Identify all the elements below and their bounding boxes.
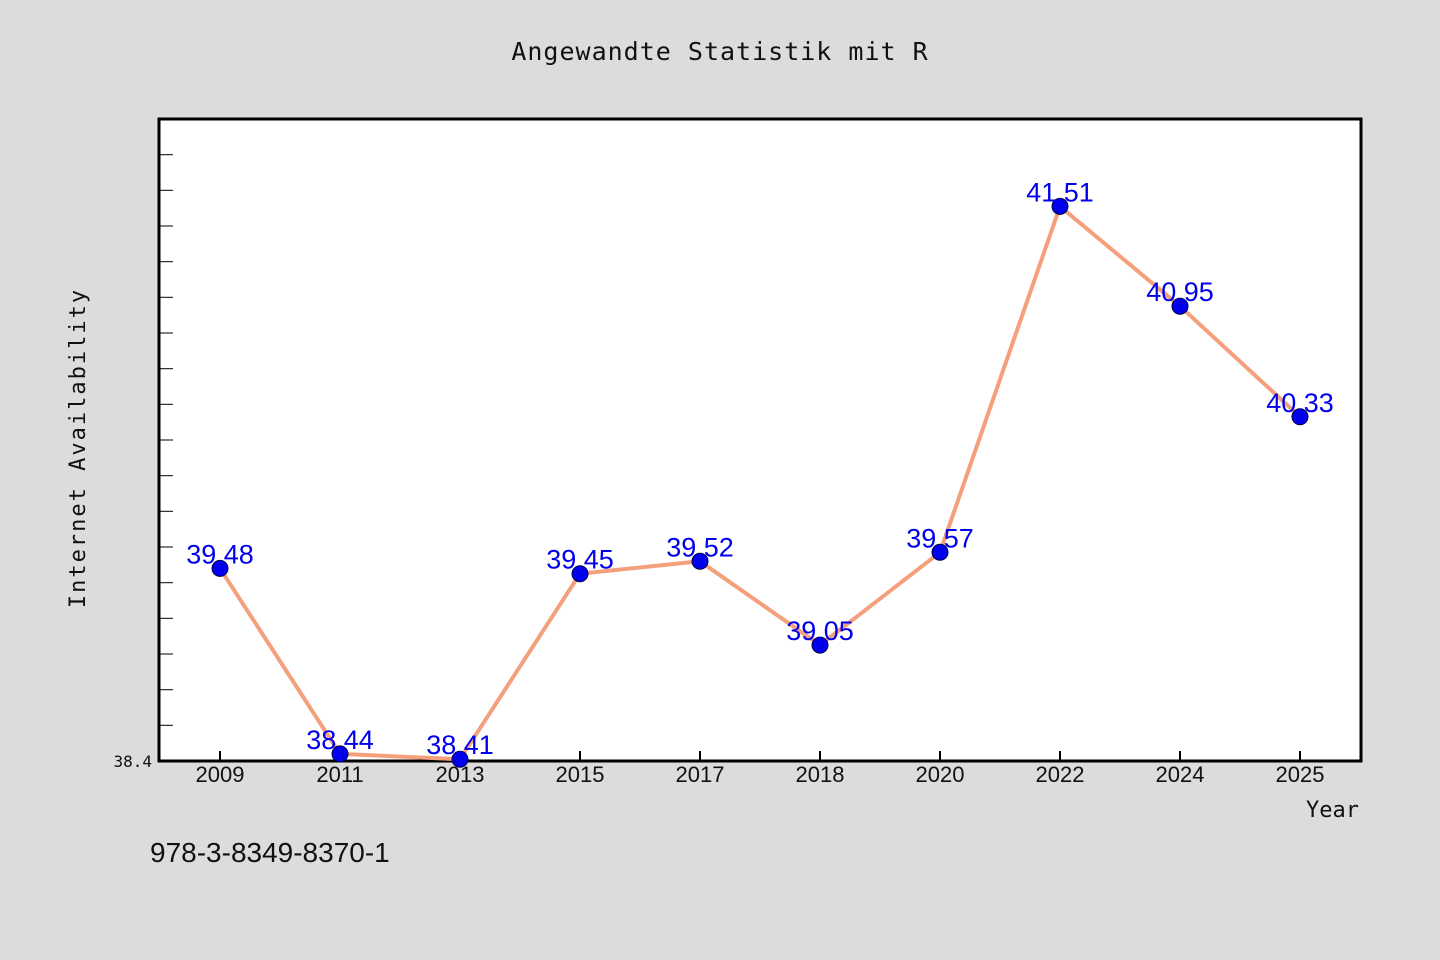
x-tick-label: 2022 (1036, 762, 1085, 787)
x-tick-label: 2024 (1156, 762, 1205, 787)
series-line-group (218, 204, 1302, 762)
data-label: 39.52 (666, 532, 734, 562)
y-axis-minor-ticks (159, 118, 173, 726)
series-line (218, 204, 1302, 762)
data-point (451, 750, 469, 768)
data-label: 39.57 (906, 523, 974, 553)
data-point (331, 745, 349, 763)
chart-title: Angewandte Statistik mit R (511, 37, 928, 66)
data-point (931, 543, 949, 561)
data-point (1291, 408, 1309, 426)
x-tick-label: 2017 (676, 762, 725, 787)
x-axis-tick-labels: 2009 2011 2013 2015 2017 2018 2020 2022 2024 2025 (196, 762, 1325, 787)
data-labels: 39.48 38.44 38.41 39.45 39.52 39.05 39.57 41.51… (186, 177, 1334, 760)
data-point (691, 552, 709, 570)
data-label: 38.44 (306, 725, 374, 755)
data-point (1171, 297, 1189, 315)
x-tick-label: 2018 (796, 762, 845, 787)
x-tick-label: 2015 (556, 762, 605, 787)
data-point (571, 565, 589, 583)
x-axis-label: Year (1306, 798, 1359, 823)
data-label: 40.33 (1266, 388, 1334, 418)
data-label: 41.51 (1026, 177, 1094, 207)
footer-text: 978-3-8349-8370-1 (150, 837, 390, 868)
data-label: 40.95 (1146, 277, 1214, 307)
data-label: 39.45 (546, 545, 614, 575)
data-point (211, 559, 229, 577)
x-tick-label: 2009 (196, 762, 245, 787)
x-tick-label: 2011 (316, 762, 363, 787)
plot-area (157, 117, 1363, 763)
data-label: 38.41 (426, 730, 494, 760)
data-point (1051, 197, 1069, 215)
x-tick-label: 2025 (1276, 762, 1325, 787)
x-tick-label: 2020 (916, 762, 965, 787)
y-axis-label: Internet Availability (66, 288, 91, 608)
data-label: 39.48 (186, 539, 254, 569)
y-tick-label: 38.4 (113, 752, 152, 771)
data-markers (211, 197, 1309, 768)
data-label: 39.05 (786, 616, 854, 646)
data-point (811, 636, 829, 654)
